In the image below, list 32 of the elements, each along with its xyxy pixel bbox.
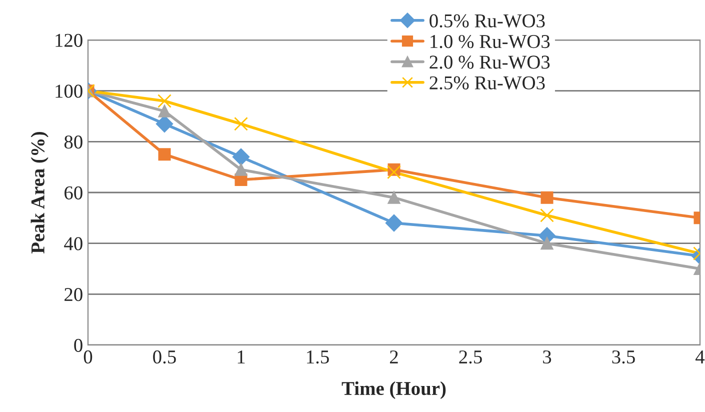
x-tick-label: 2.5 bbox=[459, 350, 482, 364]
y-axis-title: Peak Area (%) bbox=[30, 132, 48, 254]
x-tick-label: 2 bbox=[390, 350, 398, 364]
legend-label: 2.5% Ru-WO3 bbox=[430, 76, 545, 90]
point bbox=[158, 148, 171, 161]
point bbox=[387, 165, 401, 180]
x-tick-label: 3 bbox=[543, 350, 552, 364]
y-tick-label: 120 bbox=[56, 34, 82, 47]
x-tick-label: 0.5 bbox=[153, 350, 176, 364]
y-tick-label: 60 bbox=[64, 186, 82, 200]
x-tick-label: 0 bbox=[84, 350, 92, 364]
point bbox=[234, 116, 248, 131]
legend-label: 1.0 % Ru-WO3 bbox=[430, 34, 550, 48]
point bbox=[234, 163, 248, 176]
x-tick-label: 1.5 bbox=[307, 350, 329, 364]
y-tick-label: 40 bbox=[64, 237, 82, 250]
y-tick-label: 80 bbox=[64, 135, 82, 149]
x-tick-label: 3.5 bbox=[612, 350, 635, 364]
point bbox=[385, 214, 403, 232]
y-tick-label: 0 bbox=[74, 338, 82, 352]
point bbox=[156, 115, 174, 132]
point bbox=[388, 191, 400, 204]
y-tick-label: 20 bbox=[64, 288, 82, 302]
point bbox=[232, 148, 250, 166]
x-tick-label: 1 bbox=[238, 350, 245, 364]
x-axis-title: Time (Hour) bbox=[342, 381, 446, 400]
point bbox=[158, 104, 171, 118]
x-tick-label: 4 bbox=[696, 350, 705, 364]
y-tick-label: 100 bbox=[56, 84, 82, 98]
point bbox=[158, 94, 172, 108]
legend-label: 0.5% Ru-WO3 bbox=[430, 14, 545, 28]
legend-label: 2.0 % Ru-WO3 bbox=[430, 56, 550, 69]
